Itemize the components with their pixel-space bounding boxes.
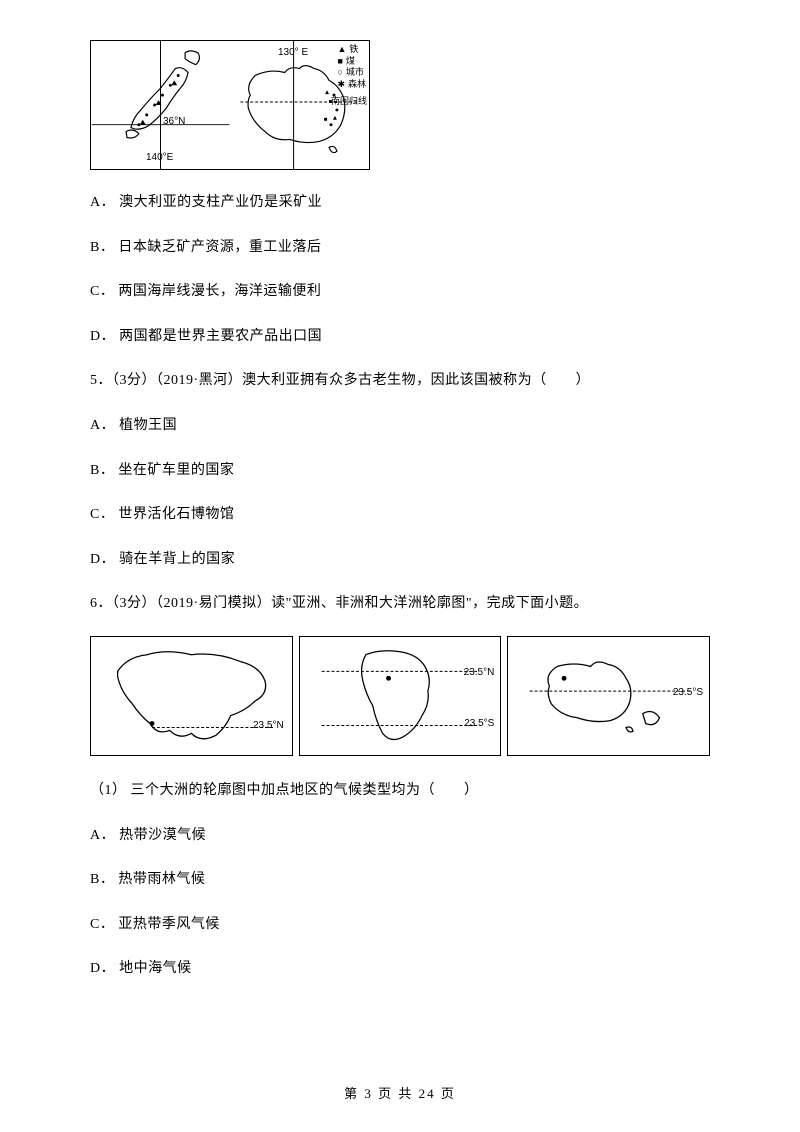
q5-option-c: C． 世界活化石博物馆 (90, 502, 710, 529)
q5-option-a: A． 植物王国 (90, 413, 710, 440)
legend-city: 城市 (346, 67, 364, 79)
q5-stem: 5．（3分）（2019·黑河）澳大利亚拥有众多古老生物，因此该国被称为（ ） (90, 368, 710, 395)
tropic-label: 南回归线 (331, 93, 367, 110)
japan-map: 36°N 140°E (91, 41, 230, 169)
asia-lat-label: 23.5°N (253, 716, 284, 735)
oceania-lat-s: 23.5°S (673, 683, 703, 702)
q4-option-c: C． 两国海岸线漫长，海洋运输便利 (90, 279, 710, 306)
q6-stem: 6．（3分）（2019·易门模拟）读"亚洲、非洲和大洋洲轮廓图"，完成下面小题。 (90, 591, 710, 618)
japan-australia-map: 36°N 140°E 130° E 南回归线 ▲铁 ■煤 ○城市 ✱森林 (90, 40, 370, 170)
q6-sub1: （1） 三个大洲的轮廓图中加点地区的气候类型均为（ ） (90, 778, 710, 805)
lon-label-140e: 140°E (146, 148, 173, 167)
q6-option-b: B． 热带雨林气候 (90, 867, 710, 894)
legend-forest: 森林 (348, 79, 366, 91)
q4-option-d: D． 两国都是世界主要农产品出口国 (90, 324, 710, 351)
q4-option-a: A． 澳大利亚的支柱产业仍是采矿业 (90, 190, 710, 217)
africa-lat-s: 23.5°S (464, 714, 494, 733)
africa-lat-n: 23.5°N (464, 663, 495, 682)
continents-figure: 23.5°N 23.5°N 23.5°S 23.5°S (90, 636, 710, 756)
q4-option-b: B． 日本缺乏矿产资源，重工业落后 (90, 235, 710, 262)
page-footer: 第 3 页 共 24 页 (0, 1082, 800, 1107)
legend-iron: 铁 (349, 44, 358, 56)
q5-option-b: B． 坐在矿车里的国家 (90, 458, 710, 485)
map-legend: ▲铁 ■煤 ○城市 ✱森林 (337, 44, 366, 91)
asia-outline: 23.5°N (90, 636, 293, 756)
oceania-outline: 23.5°S (507, 636, 710, 756)
legend-coal: 煤 (346, 56, 355, 68)
q6-option-c: C． 亚热带季风气候 (90, 912, 710, 939)
q5-option-d: D． 骑在羊背上的国家 (90, 547, 710, 574)
q6-option-a: A． 热带沙漠气候 (90, 823, 710, 850)
lat-label-36n: 36°N (163, 112, 185, 131)
australia-map: 130° E 南回归线 ▲铁 ■煤 ○城市 ✱森林 (230, 41, 369, 169)
lon-label-130e: 130° E (278, 43, 308, 62)
africa-outline: 23.5°N 23.5°S (299, 636, 502, 756)
q6-option-d: D． 地中海气候 (90, 956, 710, 983)
